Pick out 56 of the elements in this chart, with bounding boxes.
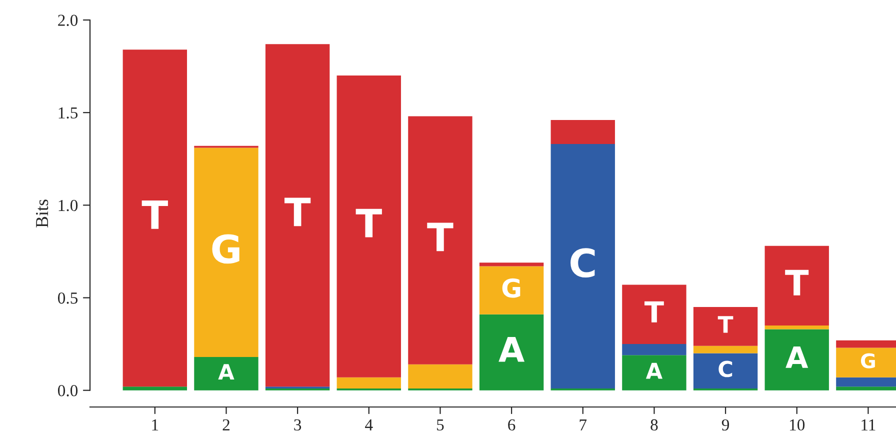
text: C <box>570 248 595 278</box>
bar <box>693 346 758 354</box>
y-tick-label: 2.0 <box>58 14 78 26</box>
x-tick-label: 9 <box>722 419 730 431</box>
x-tick-label: 7 <box>580 419 587 430</box>
bar <box>479 262 544 266</box>
bar <box>622 355 686 390</box>
x-tick-label: 2 <box>222 419 230 430</box>
text: T <box>356 208 382 238</box>
bar <box>122 386 188 390</box>
bar <box>764 246 829 326</box>
bar <box>693 307 758 346</box>
bar <box>764 329 829 390</box>
bar <box>479 314 544 390</box>
bar <box>194 357 258 390</box>
x-tick-label: 3 <box>294 419 302 431</box>
series-label: C <box>718 360 732 378</box>
text: A <box>786 346 808 368</box>
bar <box>408 364 472 388</box>
text: T <box>644 301 664 322</box>
bar <box>550 144 615 388</box>
x-tick-label: 1 <box>152 419 158 430</box>
series-label: G <box>860 353 875 368</box>
x-tick-label: 6 <box>508 419 516 431</box>
text: T <box>142 200 168 229</box>
y-tick-label: 1.5 <box>58 107 78 119</box>
x-tick-label: 4 <box>365 419 373 430</box>
series-label: T <box>718 316 734 333</box>
bar <box>265 44 330 387</box>
x-tick-label: 11 <box>862 419 876 430</box>
bar <box>622 344 686 356</box>
bar <box>622 284 686 344</box>
x-tick-label: 5 <box>437 419 444 431</box>
bar <box>693 353 758 388</box>
x-tick-label: 10 <box>790 419 805 431</box>
bar <box>194 148 258 358</box>
y-axis-title: Bits <box>36 200 48 228</box>
text: A <box>646 362 662 379</box>
bar <box>764 326 829 330</box>
y-tick-label: 1.0 <box>58 200 78 212</box>
bar <box>408 116 472 364</box>
text: T <box>785 270 809 296</box>
bar <box>479 266 544 314</box>
bar <box>122 50 188 387</box>
text: A <box>498 337 524 362</box>
x-tick-label: 8 <box>650 419 658 431</box>
text: G <box>212 234 240 264</box>
text: G <box>502 278 520 298</box>
text: T <box>427 222 454 252</box>
bar <box>550 120 615 144</box>
y-tick-label: 0.5 <box>58 292 78 304</box>
series-label: A <box>218 364 234 380</box>
bar <box>336 76 401 378</box>
text: T <box>284 198 311 226</box>
y-tick-label: 0.0 <box>58 385 78 396</box>
bar <box>336 377 401 388</box>
